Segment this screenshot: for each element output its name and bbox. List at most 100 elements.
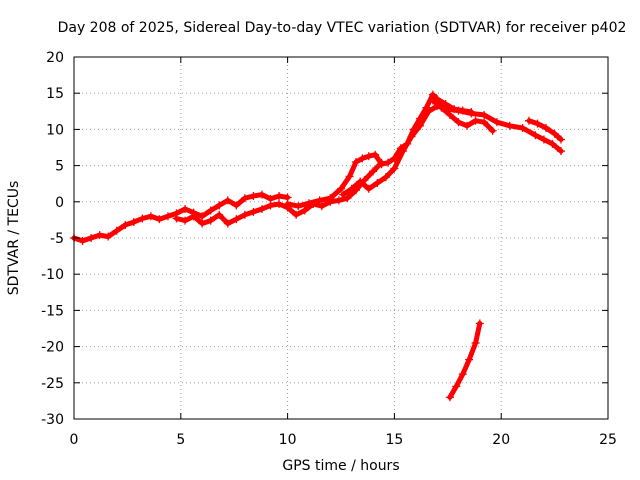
y-tick-label: -15 — [41, 303, 64, 319]
data-point — [275, 192, 284, 201]
x-tick-label: 25 — [599, 432, 617, 448]
data-point — [95, 231, 104, 240]
data-point — [292, 210, 301, 219]
y-tick-label: -25 — [41, 376, 64, 392]
data-point — [121, 220, 130, 229]
data-point — [548, 139, 557, 148]
data-point — [181, 216, 190, 225]
data-point — [112, 226, 121, 235]
data-point — [198, 219, 207, 228]
y-tick-label: -10 — [41, 267, 64, 283]
y-tick-label: -20 — [41, 340, 64, 356]
data-point — [351, 157, 360, 166]
data-point — [283, 199, 292, 208]
data-point — [232, 201, 241, 210]
data-point — [87, 234, 96, 242]
data-point — [104, 232, 113, 241]
data-point — [249, 192, 258, 201]
data-point — [488, 126, 497, 135]
data-point — [337, 184, 345, 193]
y-tick-label: 10 — [46, 122, 64, 138]
plot-frame — [73, 56, 609, 420]
data-point — [465, 355, 474, 364]
data-point — [364, 152, 373, 161]
data-point — [557, 147, 566, 156]
data-point — [181, 205, 190, 214]
data-point — [172, 214, 181, 223]
y-tick-label: -30 — [41, 412, 64, 428]
x-tick-label: 15 — [385, 432, 403, 448]
data-point — [206, 216, 215, 225]
data-point — [155, 215, 164, 224]
data-point — [326, 194, 335, 203]
data-point — [463, 121, 472, 130]
data-point — [480, 110, 489, 119]
data-point — [198, 212, 207, 221]
data-point — [467, 109, 476, 118]
data-point — [345, 172, 354, 181]
data-point — [371, 150, 380, 159]
data-point — [424, 107, 433, 116]
data-point — [266, 201, 275, 210]
x-tick-label: 10 — [279, 432, 297, 448]
x-tick-labels: 0 5 10 15 20 25 — [70, 432, 617, 448]
y-tick-label: 5 — [55, 159, 64, 175]
data-point — [539, 135, 548, 144]
data-point — [381, 173, 390, 182]
data-point — [78, 236, 87, 245]
data-point — [347, 184, 356, 193]
data-point — [445, 393, 454, 402]
data-point — [471, 338, 480, 347]
y-tick-label: 20 — [46, 50, 64, 66]
data-point — [445, 110, 454, 119]
chart-title: Day 208 of 2025, Sidereal Day-to-day VTE… — [58, 20, 627, 36]
y-tick-label: 15 — [46, 86, 64, 102]
x-tick-label: 5 — [176, 432, 185, 448]
data-point — [223, 196, 232, 205]
data-point — [257, 205, 266, 214]
data-point — [550, 129, 559, 138]
data-point — [531, 131, 540, 140]
data-point — [416, 121, 425, 130]
data-point — [471, 116, 480, 125]
x-axis-label: GPS time / hours — [282, 458, 399, 474]
data-point — [398, 147, 407, 156]
data-point — [492, 118, 501, 127]
data-point — [533, 119, 542, 128]
x-tick-label: 20 — [492, 432, 510, 448]
data-point — [475, 319, 484, 328]
data-point — [557, 135, 566, 144]
data-point — [356, 177, 365, 186]
data-point — [454, 118, 463, 127]
data-point — [163, 212, 172, 221]
data-point — [334, 196, 343, 205]
data-point — [223, 219, 232, 228]
data-point — [390, 164, 399, 173]
data-point — [437, 103, 446, 112]
data-point — [294, 202, 303, 211]
data-point — [458, 370, 467, 379]
series-line-track-g — [447, 320, 483, 400]
data-point — [373, 178, 382, 187]
data-point — [358, 154, 367, 163]
data-point — [215, 201, 224, 210]
data-point — [339, 190, 348, 199]
y-axis-label: SDTVAR / TECUs — [6, 181, 22, 296]
data-point — [407, 132, 416, 141]
y-tick-label: -5 — [50, 231, 64, 247]
data-point — [524, 116, 533, 125]
data-point — [249, 207, 258, 216]
data-points — [70, 90, 566, 402]
data-point — [240, 210, 249, 219]
data-point — [317, 202, 326, 211]
data-point — [206, 206, 215, 215]
data-point — [275, 199, 284, 208]
data-point — [454, 106, 463, 115]
data-point — [129, 218, 138, 227]
data-point — [240, 194, 249, 203]
data-point — [343, 194, 352, 203]
data-point — [542, 123, 551, 132]
y-tick-labels: -30 -25 -20 -15 -10 -5 0 5 10 15 20 — [41, 50, 64, 428]
data-point — [315, 196, 324, 205]
data-point — [428, 96, 437, 105]
